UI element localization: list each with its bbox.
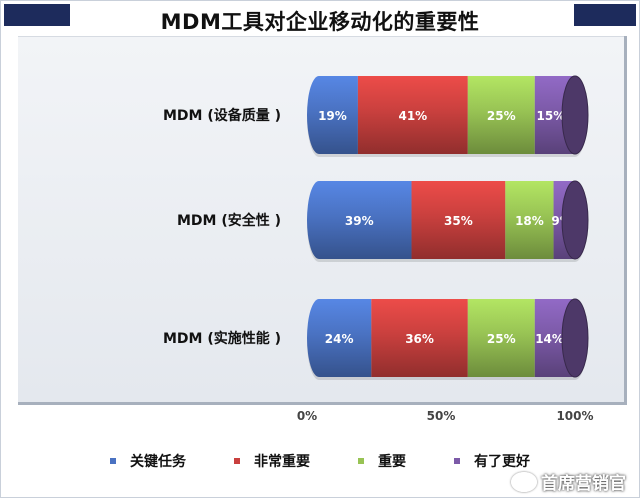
legend-label: 非常重要 [254,454,310,470]
bar-end-cap-outline [561,298,589,378]
bar-segment-fill [319,181,412,259]
data-label: 19% [318,109,347,123]
bar-segment [411,181,506,259]
bar-segment-fill [319,76,358,154]
legend-item: 非常重要 [234,451,310,471]
data-label: 41% [398,109,427,123]
legend-label: 有了更好 [474,454,530,470]
legend-swatch [454,458,460,464]
legend-swatch [110,458,116,464]
plot-area-top-line [18,36,624,37]
legend-swatch [234,458,240,464]
category-label: MDM (设备质量 ) [163,107,281,124]
bar-segment [505,181,554,259]
bar-segment [467,299,535,377]
corner-decoration-right [574,4,636,26]
data-label: 14% [535,332,564,346]
corner-decoration-left [4,4,70,26]
chart-title: MDM工具对企业移动化的重要性 [160,10,480,34]
watermark-text: 首席营销官 [541,474,626,494]
legend: 关键任务 非常重要 重要 有了更好 [110,450,530,472]
data-label: 39% [345,214,374,228]
legend-item: 重要 [358,451,406,471]
bar-end-cap [562,76,588,154]
watermark: 首席营销官 [511,469,626,494]
bar-end-cap [562,299,588,377]
data-label: 36% [405,332,434,346]
category-label: MDM (安全性 ) [177,212,281,229]
bar-end-cap [562,181,588,259]
bar-segment-fill [319,299,372,377]
x-tick-label: 0% [297,409,317,423]
legend-label: 关键任务 [130,454,186,470]
data-label: 18% [515,214,544,228]
legend-item: 关键任务 [110,451,186,471]
bar-segment [371,299,468,377]
bar-segment [357,76,468,154]
legend-label: 重要 [378,454,406,470]
x-tick-label: 50% [427,409,456,423]
bar-end-cap-outline [561,75,589,155]
bar-end-cap-outline [561,180,589,260]
data-label: 25% [487,109,516,123]
x-tick-label: 100% [556,409,593,423]
data-label: 15% [537,109,566,123]
data-label: 25% [487,332,516,346]
legend-item: 有了更好 [454,451,530,471]
data-label: 24% [325,332,354,346]
data-label: 35% [444,214,473,228]
category-label: MDM (实施性能 ) [163,330,281,347]
bar-segment [467,76,535,154]
legend-swatch [358,458,364,464]
chat-bubble-icon [511,471,537,492]
